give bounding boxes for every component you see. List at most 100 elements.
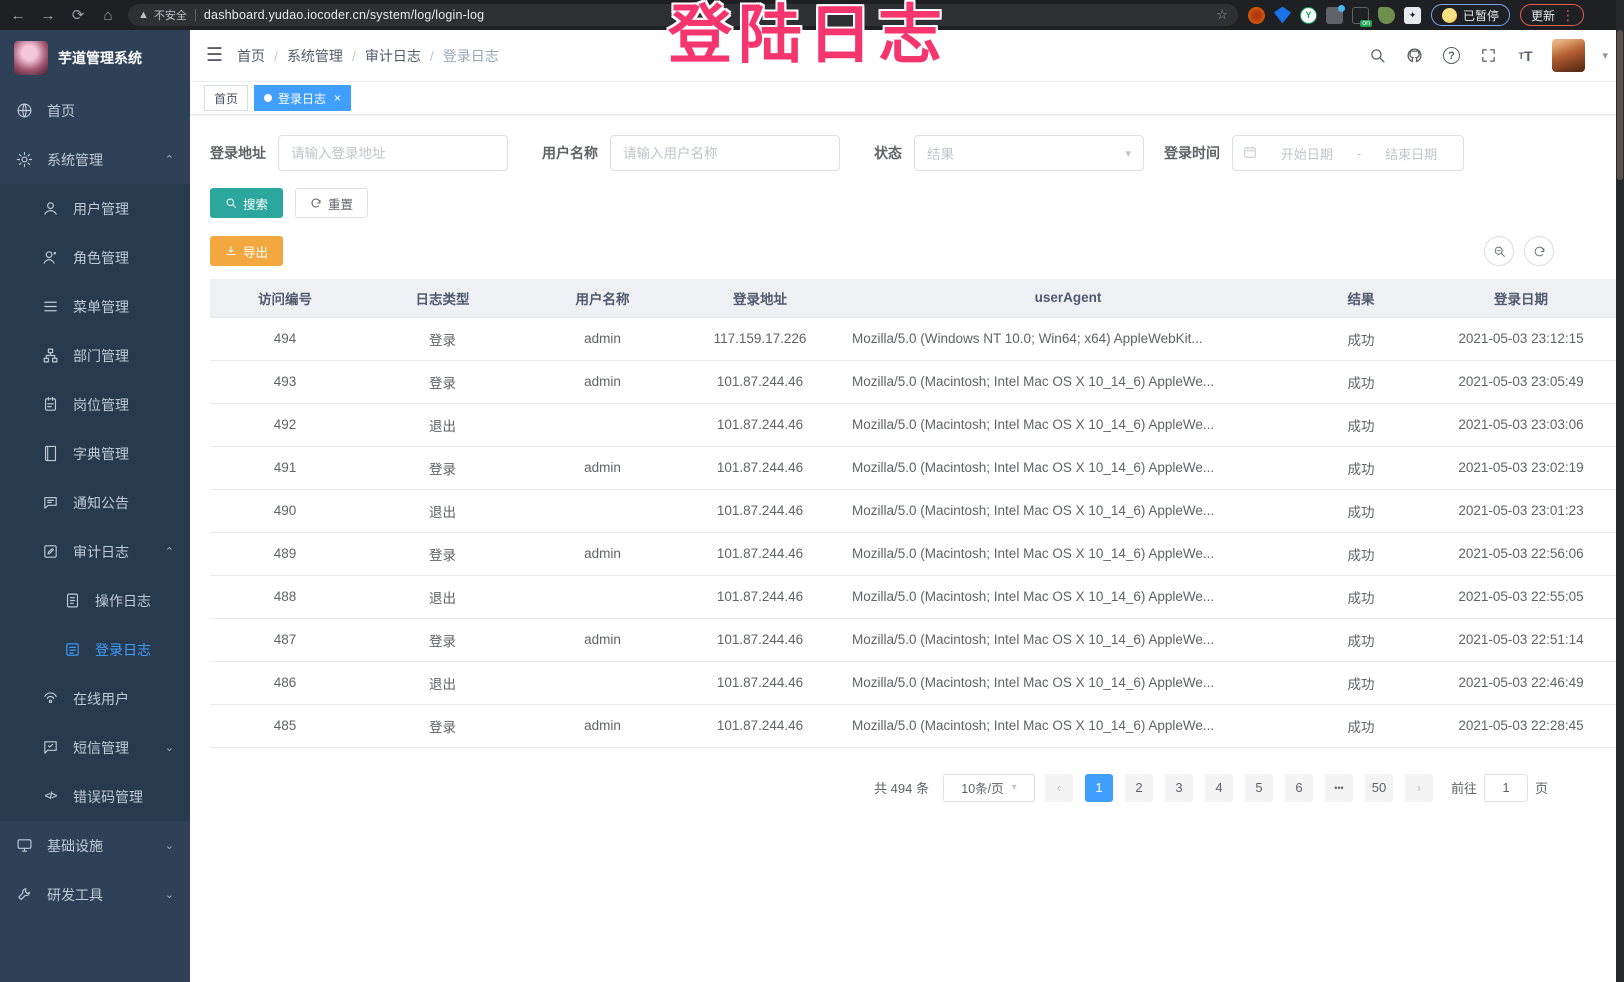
table-row[interactable]: 487 登录 admin 101.87.244.46 Mozilla/5.0 (… [210,618,1616,662]
refresh-table-button[interactable] [1524,236,1554,266]
avatar-caret-icon[interactable]: ▾ [1602,50,1608,62]
address-bar[interactable]: ▲ 不安全 dashboard.yudao.iocoder.cn/system/… [128,4,1238,26]
sidebar-item-users[interactable]: 用户管理 [0,184,190,233]
page-button-5[interactable]: 5 [1244,773,1273,802]
scrollbar-thumb[interactable] [1617,30,1623,180]
sidebar-item-audit-log[interactable]: 审计日志 ⌃ [0,527,190,576]
bookmark-star-icon[interactable]: ☆ [1216,7,1228,22]
page-button-4[interactable]: 4 [1204,773,1233,802]
col-date: 登录日期 [1426,279,1616,318]
toggle-search-button[interactable] [1484,236,1514,266]
sidebar-item-notices[interactable]: 通知公告 [0,478,190,527]
breadcrumb-home[interactable]: 首页 [237,47,266,64]
page-size-value: 10条/页 [961,782,1004,796]
table-row[interactable]: 486 退出 101.87.244.46 Mozilla/5.0 (Macint… [210,661,1616,705]
table-row[interactable]: 492 退出 101.87.244.46 Mozilla/5.0 (Macint… [210,403,1616,447]
page-button-50[interactable]: 50 [1364,773,1393,802]
export-button[interactable]: 导出 [210,236,284,266]
user-avatar[interactable] [1552,39,1586,72]
extension-green-icon[interactable]: Y [1300,6,1317,24]
sidebar-item-sms[interactable]: 短信管理 ⌄ [0,723,190,772]
browser-update-button[interactable]: 更新 ⋮ [1520,4,1585,26]
sidebar-logo[interactable]: 芋道管理系统 [0,30,190,86]
cell-id: 492 [210,403,360,447]
search-button[interactable]: 搜索 [210,188,284,218]
search-icon[interactable] [1367,46,1387,66]
table-row[interactable]: 485 登录 admin 101.87.244.46 Mozilla/5.0 (… [210,704,1616,748]
page-size-select[interactable]: 10条/页 ▾ [942,773,1035,802]
main-area: ☰ 首页 / 系统管理 / 审计日志 / 登录日志 ? [190,30,1624,982]
sidebar-item-home[interactable]: 首页 [0,86,190,135]
sidebar-item-label: 用户管理 [73,200,129,217]
tag-home[interactable]: 首页 [204,85,249,111]
table-row[interactable]: 489 登录 admin 101.87.244.46 Mozilla/5.0 (… [210,532,1616,576]
browser-menu-kebab-icon[interactable]: ⋮ [1561,6,1576,23]
tag-close-icon[interactable]: × [334,91,342,105]
browser-reload-icon[interactable]: ⟳ [71,7,85,24]
sidebar-item-dicts[interactable]: 字典管理 [0,429,190,478]
reset-button[interactable]: 重置 [295,188,369,218]
login-log-icon [64,641,81,658]
sidebar-item-departments[interactable]: 部门管理 [0,331,190,380]
extension-grid-icon[interactable] [1326,4,1345,24]
prev-page-button[interactable]: ‹ [1044,773,1073,802]
table-row[interactable]: 494 登录 admin 117.159.17.226 Mozilla/5.0 … [210,317,1616,361]
goto-page-input[interactable] [1483,773,1528,802]
sidebar-item-dev-tools[interactable]: 研发工具 ⌄ [0,870,190,919]
table-row[interactable]: 493 登录 admin 101.87.244.46 Mozilla/5.0 (… [210,360,1616,404]
extensions-puzzle-icon[interactable]: ✦ [1404,6,1421,24]
paused-label: 已暂停 [1463,8,1500,23]
page-button-6[interactable]: 6 [1284,773,1313,802]
not-secure-warning[interactable]: ▲ 不安全 [138,7,187,23]
extension-diamond-icon[interactable] [1274,6,1291,24]
col-type: 日志类型 [360,279,525,318]
sidebar-item-online-users[interactable]: 在线用户 [0,674,190,723]
status-select[interactable]: 结果 ▾ [914,135,1144,171]
sidebar-item-menus[interactable]: 菜单管理 [0,282,190,331]
not-secure-label: 不安全 [153,10,187,22]
page-button-3[interactable]: 3 [1164,773,1193,802]
table-row[interactable]: 491 登录 admin 101.87.244.46 Mozilla/5.0 (… [210,446,1616,490]
sidebar-item-roles[interactable]: 角色管理 [0,233,190,282]
cell-username [525,489,680,533]
sidebar-item-operate-log[interactable]: 操作日志 [0,576,190,625]
browser-forward-icon[interactable]: → [40,6,56,24]
sidebar-item-posts[interactable]: 岗位管理 [0,380,190,429]
extension-orange-icon[interactable] [1248,6,1265,24]
sidebar-item-system[interactable]: 系统管理 ⌃ [0,135,190,184]
next-page-button[interactable]: › [1404,773,1433,802]
browser-home-icon[interactable]: ⌂ [103,6,113,24]
cell-type: 退出 [360,403,525,447]
download-icon [226,246,236,255]
breadcrumb-audit[interactable]: 审计日志 [364,47,421,64]
hamburger-icon[interactable]: ☰ [206,45,224,66]
browser-scrollbar[interactable] [1616,0,1624,982]
username-input[interactable] [610,135,840,171]
sidebar-item-error-codes[interactable]: </> 错误码管理 [0,772,190,821]
breadcrumb-separator: / [274,47,278,64]
sidebar-item-login-log[interactable]: 登录日志 [0,625,190,674]
date-range-picker[interactable]: 开始日期 - 结束日期 [1232,135,1464,171]
table-row[interactable]: 490 退出 101.87.244.46 Mozilla/5.0 (Macint… [210,489,1616,533]
table-row[interactable]: 488 退出 101.87.244.46 Mozilla/5.0 (Macint… [210,575,1616,619]
browser-back-icon[interactable]: ← [10,6,26,24]
cell-date: 2021-05-03 22:55:05 [1426,575,1616,619]
top-navbar: ☰ 首页 / 系统管理 / 审计日志 / 登录日志 ? [190,30,1624,82]
extension-leaf-icon[interactable] [1378,6,1395,24]
page-button-1[interactable]: 1 [1084,773,1113,802]
fullscreen-icon[interactable] [1478,46,1498,66]
github-icon[interactable] [1404,46,1424,66]
page-button-2[interactable]: 2 [1124,773,1153,802]
profile-avatar-icon [1442,7,1457,23]
profile-paused-pill[interactable]: 已暂停 [1431,4,1511,26]
address-input[interactable] [278,135,508,171]
sidebar-item-infrastructure[interactable]: 基础设施 ⌄ [0,821,190,870]
extension-list-on-icon[interactable] [1352,6,1372,27]
chevron-down-icon: ▾ [1011,782,1017,793]
tag-login-log[interactable]: 登录日志 × [254,85,352,111]
help-icon[interactable]: ? [1441,46,1461,66]
more-pages-button[interactable]: ••• [1324,773,1353,802]
breadcrumb-system[interactable]: 系统管理 [286,47,343,64]
breadcrumb-separator: / [429,47,434,64]
